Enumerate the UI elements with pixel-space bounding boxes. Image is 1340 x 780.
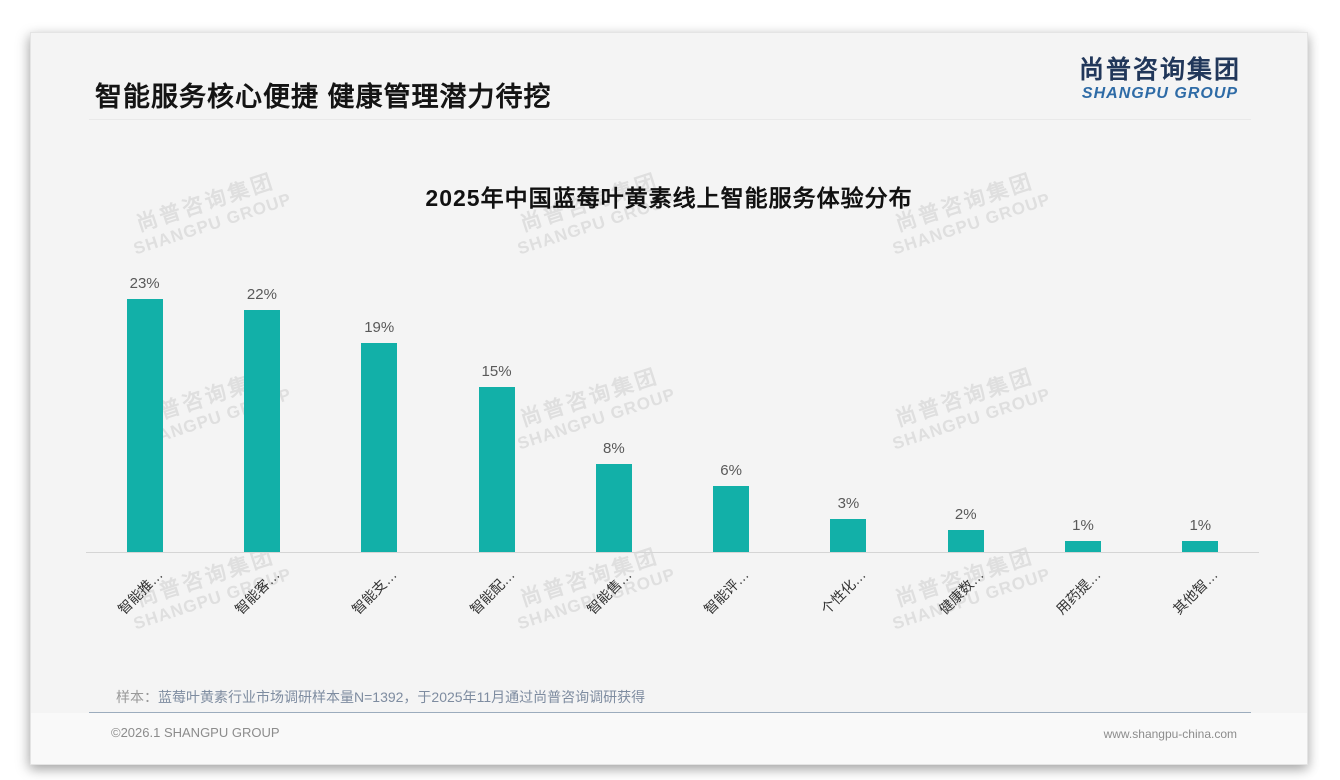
bar-slot: 6%	[672, 292, 789, 552]
bar-value-label: 23%	[129, 275, 160, 292]
sample-note-text: 蓝莓叶黄素行业市场调研样本量N=1392，于2025年11月通过尚普咨询调研获得	[158, 689, 646, 705]
bar-slot: 19%	[321, 292, 438, 552]
bar	[478, 387, 515, 552]
bar	[595, 464, 632, 552]
bar-slot: 23%	[86, 275, 203, 552]
bar	[126, 299, 163, 552]
bar-value-label: 19%	[364, 319, 395, 336]
bar	[361, 343, 398, 552]
tick-slot: 智能评…	[672, 553, 789, 663]
logo-english-name: SHANGPU GROUP	[1081, 84, 1239, 102]
x-axis-tick-label: 用药提…	[1052, 566, 1104, 618]
bar-slot: 2%	[907, 292, 1024, 552]
x-axis-tick-label: 智能客…	[231, 566, 283, 618]
page-title: 智能服务核心便捷 健康管理潜力待挖	[95, 82, 552, 112]
x-axis-tick-label: 其他智…	[1170, 566, 1222, 618]
footer-copyright: ©2026.1 SHANGPU GROUP	[111, 725, 280, 740]
bar-value-label: 2%	[954, 506, 977, 523]
tick-slot: 智能客…	[203, 553, 320, 663]
tick-slot: 用药提…	[1024, 553, 1141, 663]
bar-value-label: 6%	[720, 462, 742, 479]
tick-slot: 智能配…	[438, 553, 555, 663]
bar	[1182, 541, 1219, 552]
x-axis-line	[86, 552, 1259, 553]
tick-slot: 智能推…	[86, 553, 203, 663]
company-logo: 尚普咨询集团 SHANGPU GROUP	[1078, 56, 1241, 102]
bar-plot: 23% 22% 19% 15% 8% 6% 3% 2% 1% 1%	[86, 275, 1259, 552]
x-axis-tick-label: 健康数…	[935, 566, 987, 618]
x-axis-tick-label: 智能售…	[583, 566, 635, 618]
sample-note: 样本：蓝莓叶黄素行业市场调研样本量N=1392，于2025年11月通过尚普咨询调…	[116, 687, 645, 707]
footer-website: www.shangpu-china.com	[1103, 727, 1237, 741]
x-axis-ticks: 智能推… 智能客… 智能支… 智能配… 智能售… 智能评… 个性化… 健康数… 用药提… 其他智…	[86, 553, 1259, 663]
tick-slot: 智能支…	[321, 553, 438, 663]
header-divider	[89, 119, 1251, 120]
bar-value-label: 1%	[1072, 517, 1094, 534]
bar-slot: 22%	[203, 286, 320, 552]
bar	[830, 519, 867, 552]
x-axis-tick-label: 智能评…	[700, 566, 752, 618]
bar-value-label: 3%	[837, 495, 860, 512]
bar	[947, 530, 984, 552]
bar	[1065, 541, 1102, 552]
bar-slot: 8%	[555, 292, 672, 552]
bar	[243, 310, 280, 552]
bar-slot: 1%	[1024, 292, 1141, 552]
chart-title: 2025年中国蓝莓叶黄素线上智能服务体验分布	[425, 185, 913, 211]
bar	[713, 486, 750, 552]
footer-strip	[31, 713, 1307, 764]
sample-note-prefix: 样本：	[116, 689, 158, 705]
tick-slot: 健康数…	[907, 553, 1024, 663]
bar-slot: 15%	[438, 292, 555, 552]
footer-divider	[89, 712, 1251, 713]
x-axis-tick-label: 个性化…	[818, 566, 870, 618]
slide-card: 智能服务核心便捷 健康管理潜力待挖 尚普咨询集团 SHANGPU GROUP 尚…	[30, 32, 1308, 765]
bar-value-label: 15%	[481, 363, 512, 380]
tick-slot: 其他智…	[1142, 553, 1259, 663]
x-axis-tick-label: 智能配…	[466, 566, 518, 618]
bar-value-label: 22%	[246, 286, 277, 303]
tick-slot: 智能售…	[555, 553, 672, 663]
bar-value-label: 1%	[1189, 517, 1212, 534]
bar-slot: 3%	[790, 292, 907, 552]
tick-slot: 个性化…	[790, 553, 907, 663]
bar-slot: 1%	[1142, 292, 1259, 552]
logo-chinese-name: 尚普咨询集团	[1078, 56, 1241, 84]
bar-value-label: 8%	[602, 440, 625, 457]
x-axis-tick-label: 智能推…	[114, 566, 166, 618]
x-axis-tick-label: 智能支…	[349, 566, 400, 618]
